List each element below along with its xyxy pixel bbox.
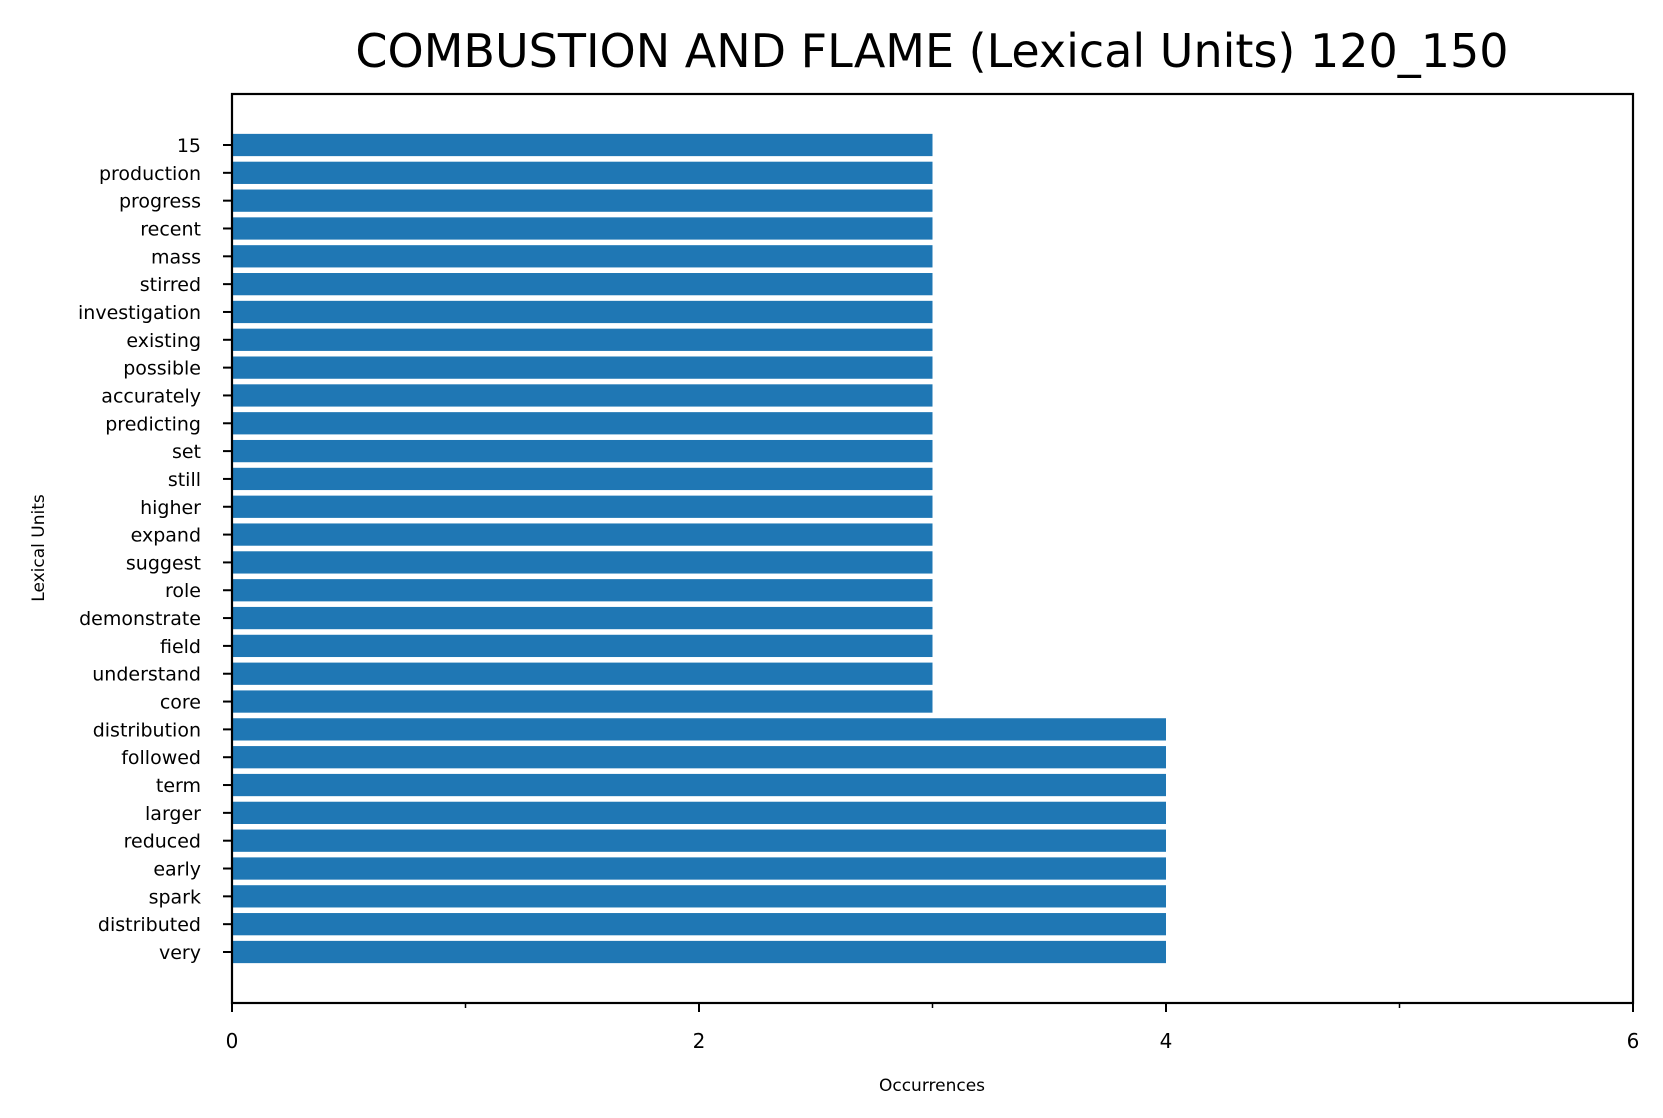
x-tick-label-2: 2 [693,1029,706,1053]
bar-field [232,634,933,658]
bar-larger [232,801,1166,824]
x-tick-label-0: 0 [226,1029,239,1053]
bar-core [232,690,933,713]
y-tick-label-mass: mass [151,246,201,268]
y-tick-label-distributed: distributed [98,914,201,936]
y-tick-label-role: role [165,580,201,602]
y-axis: very distributed spark early reduced larger te… [78,135,232,964]
bar-possible [232,356,933,379]
x-tick-label-4: 4 [1160,1029,1173,1053]
y-tick-label-recent: recent [140,218,201,240]
y-tick-label-field: field [160,636,201,658]
y-tick-label-15: 15 [177,135,201,157]
y-tick-label-possible: possible [123,358,201,380]
bar-very [232,940,1166,964]
y-tick-label-production: production [99,163,201,185]
bar-higher [232,495,933,518]
plot-frame [230,92,1635,1005]
y-tick-label-stirred: stirred [140,274,201,296]
y-tick-label-followed: followed [121,747,201,769]
y-tick-label-reduced: reduced [124,831,201,853]
y-tick-label-very: very [159,942,201,964]
bar-expand [232,523,933,546]
bar-distribution [232,718,1166,741]
x-axis-label: Occurrences [879,1076,985,1096]
x-axis: 0 2 4 6 [226,1003,1640,1053]
bar-role [232,579,933,602]
bar-mass [232,245,933,268]
y-tick-label-larger: larger [145,803,201,825]
bar-investigation [232,300,933,324]
y-tick-label-accurately: accurately [101,385,201,407]
bars-layer [232,133,1166,964]
y-tick-label-predicting: predicting [105,413,201,435]
y-tick-label-understand: understand [92,664,201,686]
bar-distributed [232,913,1166,936]
y-tick-label-existing: existing [126,330,201,352]
y-tick-label-suggest: suggest [126,552,201,574]
y-tick-label-set: set [172,441,201,463]
bar-demonstrate [232,606,933,630]
y-tick-label-distribution: distribution [93,719,201,741]
y-tick-label-still: still [168,469,201,491]
y-tick-label-demonstrate: demonstrate [79,608,201,630]
y-tick-label-spark: spark [149,886,201,908]
y-tick-label-investigation: investigation [78,302,201,324]
y-tick-label-progress: progress [119,191,201,213]
bar-still [232,467,933,491]
bar-reduced [232,829,1166,852]
bar-understand [232,662,933,685]
bar-term [232,773,1166,797]
y-tick-label-core: core [160,692,201,714]
bar-recent [232,217,933,240]
y-axis-label: Lexical Units [29,494,49,602]
bar-15 [232,133,933,157]
bar-suggest [232,551,933,574]
bar-set [232,439,933,463]
bar-accurately [232,384,933,407]
bar-followed [232,746,1166,769]
y-tick-label-early: early [153,859,201,881]
x-tick-label-6: 6 [1627,1029,1640,1053]
bar-production [232,161,933,184]
y-tick-label-higher: higher [140,497,201,519]
bar-spark [232,885,1166,908]
y-tick-label-term: term [156,775,201,797]
y-tick-label-expand: expand [131,525,201,547]
bar-predicting [232,412,933,435]
bar-early [232,857,1166,880]
bar-progress [232,189,933,212]
bar-stirred [232,273,933,296]
chart-title: COMBUSTION AND FLAME (Lexical Units) 120… [355,24,1508,78]
bar-existing [232,328,933,351]
